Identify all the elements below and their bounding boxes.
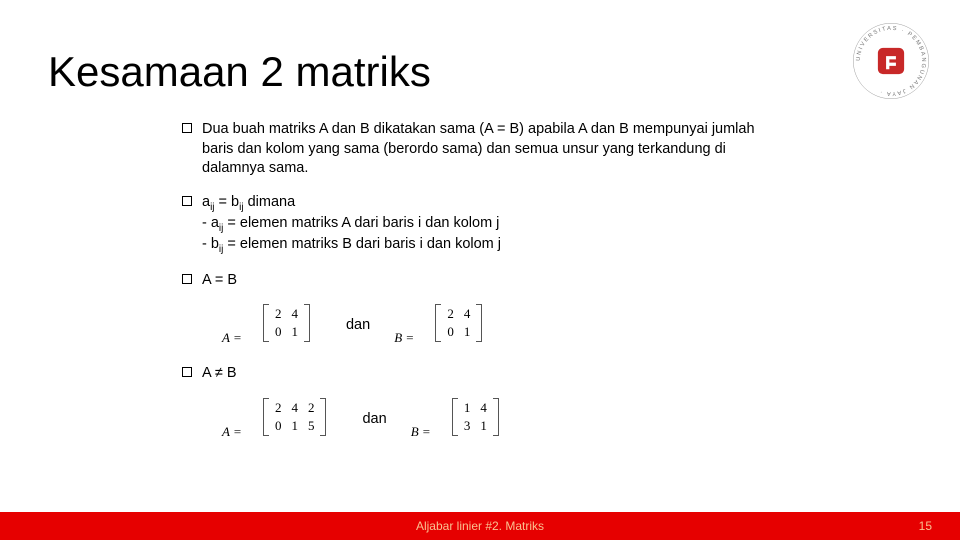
b2-head: aij = bij dimana [202,194,295,210]
footer-bar: Aljabar linier #2. Matriks 15 [0,512,960,540]
bullet-square-icon [182,367,192,377]
bullet-1: Dua buah matriks A dan B dikatakan sama … [182,120,782,179]
footer-text: Aljabar linier #2. Matriks [416,519,544,533]
A-label: A = [222,330,242,345]
B2-label: B = [411,424,431,439]
page-number: 15 [919,519,932,533]
matrix-A-noteq: A = 242 015 [222,398,338,440]
matrix-B-equal: B = 24 01 [394,304,494,346]
bullet-3: A = B [182,271,782,291]
bullet-1-text: Dua buah matriks A dan B dikatakan sama … [202,120,782,179]
bullet-4-text: A ≠ B [202,364,782,384]
bullet-2: aij = bij dimana - aij = elemen matriks … [182,193,782,257]
B-label: B = [394,330,414,345]
bullet-2-text: aij = bij dimana - aij = elemen matriks … [202,193,782,257]
bullet-square-icon [182,123,192,133]
b2-line2: - bij = elemen matriks B dari baris i da… [202,236,501,252]
A1-grid: 24 01 [269,304,304,342]
bullet-square-icon [182,274,192,284]
matrix-equal-row: A = 24 01 dan B = 24 01 [222,304,782,346]
A2-label: A = [222,424,242,439]
b2-line1: - aij = elemen matriks A dari baris i da… [202,215,499,231]
bullet-4: A ≠ B [182,364,782,384]
B1-grid: 24 01 [441,304,476,342]
bullet-square-icon [182,196,192,206]
page-title: Kesamaan 2 matriks [48,48,431,96]
dan-2: dan [362,411,386,427]
content-area: Dua buah matriks A dan B dikatakan sama … [182,120,782,458]
B2-grid: 14 31 [458,398,493,436]
matrix-notequal-row: A = 242 015 dan B = 14 31 [222,398,782,440]
matrix-B-noteq: B = 14 31 [411,398,511,440]
bullet-3-text: A = B [202,271,782,291]
matrix-A-equal: A = 24 01 [222,304,322,346]
dan-1: dan [346,317,370,333]
A2-grid: 242 015 [269,398,321,436]
university-logo: UNIVERSITAS · PEMBANGUNAN JAYA · [850,20,932,102]
